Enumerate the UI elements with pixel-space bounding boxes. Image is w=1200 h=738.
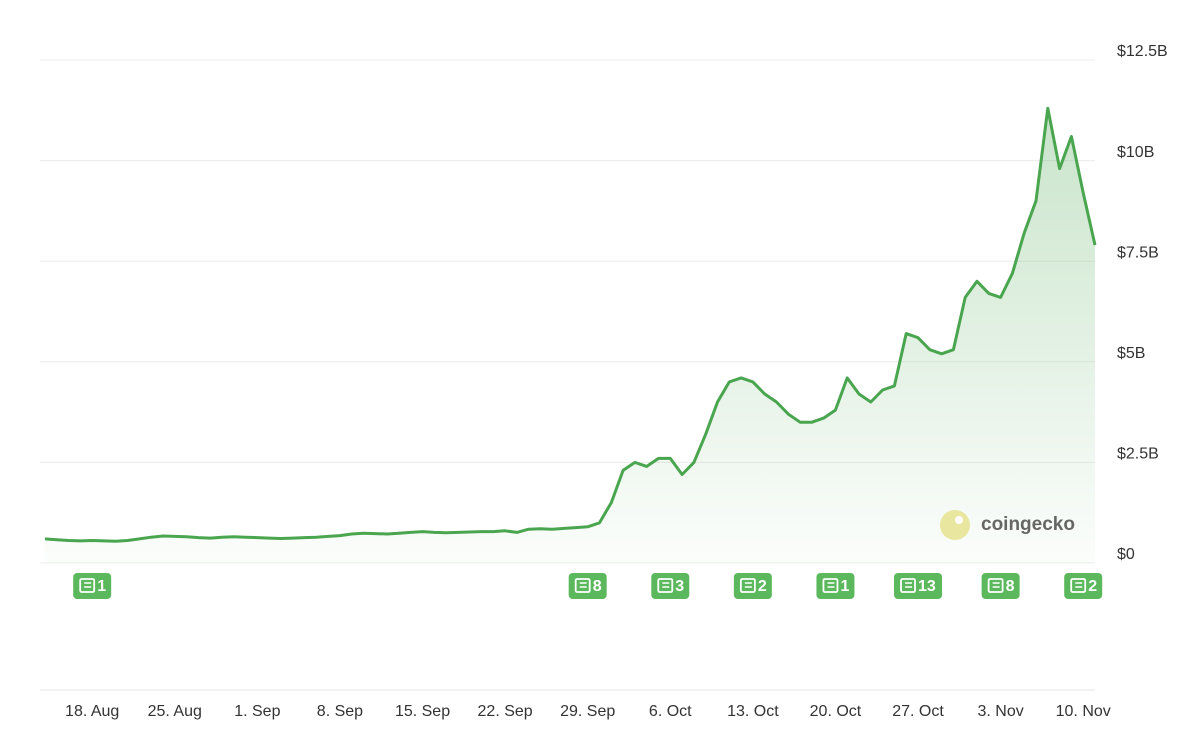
y-tick-label: $5B <box>1117 345 1145 362</box>
x-tick-label: 25. Aug <box>148 703 202 720</box>
news-badge[interactable]: 8 <box>568 573 607 599</box>
news-badge[interactable]: 2 <box>1064 573 1103 599</box>
news-icon <box>739 578 756 593</box>
y-tick-label: $7.5B <box>1117 244 1159 261</box>
badge-count: 13 <box>918 578 936 595</box>
line <box>44 106 1097 543</box>
news-icon <box>79 578 96 593</box>
plot <box>44 106 1097 564</box>
badge-count: 3 <box>675 578 684 595</box>
news-badge[interactable]: 1 <box>816 573 855 599</box>
watermark-text: coingecko <box>981 514 1075 535</box>
y-tick-label: $10B <box>1117 144 1154 161</box>
news-badge[interactable]: 13 <box>894 573 943 599</box>
news-icon <box>657 578 674 593</box>
news-badges: 1 8 3 2 1 13 8 2 <box>73 573 1103 599</box>
x-tick-label: 22. Sep <box>478 703 533 720</box>
area <box>45 108 1095 564</box>
y-tick-label: $12.5B <box>1117 43 1168 60</box>
logo-eye <box>955 516 963 524</box>
news-icon <box>900 578 916 593</box>
badge-count: 2 <box>758 578 767 595</box>
news-badge[interactable]: 8 <box>981 573 1020 599</box>
x-tick-label: 29. Sep <box>560 703 615 720</box>
x-tick-label: 20. Oct <box>810 703 862 720</box>
y-tick-label: $0 <box>1117 546 1135 563</box>
x-tick-label: 18. Aug <box>65 703 119 720</box>
x-tick-label: 3. Nov <box>977 703 1023 720</box>
news-badge[interactable]: 1 <box>73 573 112 599</box>
x-tick-label: 13. Oct <box>727 703 779 720</box>
x-tick-label: 15. Sep <box>395 703 450 720</box>
x-tick-label: 8. Sep <box>317 703 363 720</box>
watermark: coingecko <box>940 510 1075 540</box>
news-icon <box>574 578 591 593</box>
news-icon <box>987 578 1004 593</box>
logo <box>940 510 970 540</box>
news-icon <box>822 578 839 593</box>
news-badge[interactable]: 3 <box>651 573 690 599</box>
news-icon <box>1070 578 1087 593</box>
badge-count: 1 <box>840 578 849 595</box>
y-tick-label: $2.5B <box>1117 446 1159 463</box>
badge-count: 2 <box>1088 578 1097 595</box>
badge-count: 1 <box>97 578 106 595</box>
x-tick-label: 10. Nov <box>1056 703 1111 720</box>
x-tick-label: 1. Sep <box>234 703 280 720</box>
badge-count: 8 <box>593 578 602 595</box>
x-tick-label: 27. Oct <box>892 703 944 720</box>
x-tick-label: 6. Oct <box>649 703 692 720</box>
news-badge[interactable]: 2 <box>733 573 772 599</box>
badge-count: 8 <box>1006 578 1015 595</box>
